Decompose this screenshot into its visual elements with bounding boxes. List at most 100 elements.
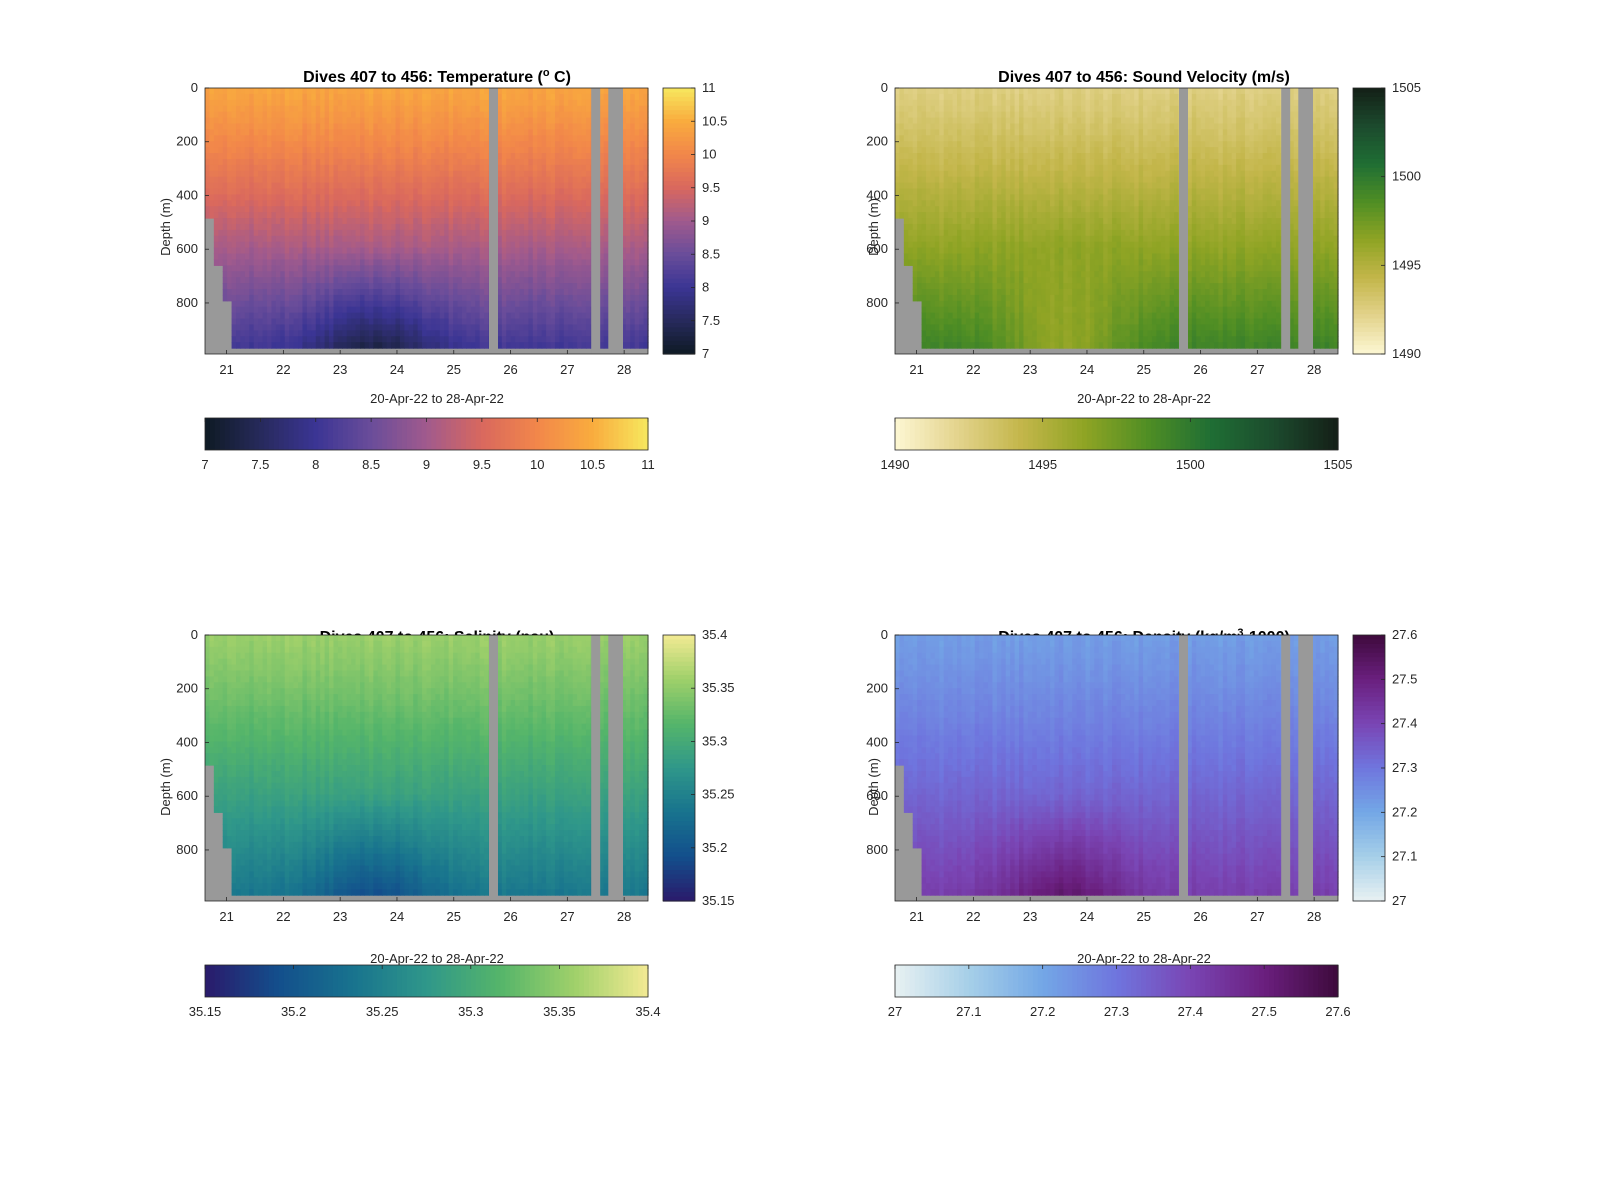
heatmap-cell (298, 153, 304, 160)
heatmap-cell (417, 170, 423, 178)
heatmap-cell (413, 206, 419, 213)
heatmap-cell (930, 342, 936, 349)
heatmap-cell (337, 200, 343, 207)
heatmap-cell (271, 117, 277, 125)
heatmap-cell (346, 300, 352, 308)
heatmap-cell (413, 212, 419, 219)
heatmap-cell (368, 117, 374, 125)
heatmap-cell (258, 235, 264, 243)
heatmap-cell (413, 294, 419, 302)
heatmap-cell (236, 265, 242, 272)
heatmap-cell (948, 117, 954, 125)
heatmap-cell (546, 93, 552, 101)
heatmap-cell (258, 194, 264, 201)
heatmap-cell (346, 176, 352, 184)
heatmap-cell (466, 294, 472, 302)
heatmap-cell (218, 135, 224, 142)
heatmap-cell (448, 265, 454, 272)
heatmap-cell (643, 265, 649, 272)
heatmap-cell (625, 93, 631, 101)
heatmap-cell (275, 229, 281, 237)
heatmap-cell (364, 324, 370, 331)
colorbar-swatch (663, 309, 695, 315)
heatmap-cell (240, 153, 246, 160)
heatmap-cell (364, 123, 370, 130)
heatmap-cell (355, 283, 361, 290)
heatmap-cell (912, 188, 918, 195)
heatmap-cell (461, 129, 467, 136)
heatmap-cell (501, 241, 507, 249)
heatmap-cell (355, 111, 361, 119)
heatmap-cell (497, 212, 503, 219)
heatmap-cell (895, 153, 901, 160)
heatmap-cell (541, 158, 547, 166)
heatmap-cell (546, 123, 552, 130)
heatmap-cell (249, 212, 255, 219)
heatmap-cell (324, 294, 330, 302)
heatmap-cell (271, 265, 277, 272)
heatmap-cell (519, 176, 525, 184)
heatmap-cell (519, 265, 525, 272)
heatmap-cell (484, 129, 490, 136)
heatmap-cell (926, 259, 932, 266)
heatmap-cell (258, 147, 264, 154)
heatmap-cell (231, 99, 237, 107)
heatmap-cell (391, 105, 397, 113)
heatmap-cell (302, 288, 308, 296)
heatmap-cell (939, 182, 945, 190)
heatmap-cell (430, 206, 436, 213)
heatmap-cell (501, 117, 507, 125)
heatmap-cell (413, 235, 419, 243)
heatmap-cell (639, 164, 645, 172)
heatmap-cell (572, 229, 578, 237)
heatmap-cell (926, 206, 932, 213)
heatmap-cell (346, 182, 352, 190)
heatmap-cell (939, 235, 945, 243)
heatmap-cell (939, 318, 945, 326)
heatmap-cell (634, 141, 640, 148)
heatmap-cell (475, 135, 481, 142)
heatmap-cell (355, 247, 361, 255)
heatmap-cell (453, 265, 459, 272)
heatmap-cell (510, 88, 516, 95)
heatmap-cell (568, 342, 574, 349)
heatmap-cell (249, 265, 255, 272)
heatmap-cell (550, 153, 556, 160)
heatmap-cell (484, 188, 490, 195)
heatmap-cell (253, 88, 259, 95)
heatmap-cell (943, 117, 949, 125)
heatmap-cell (298, 141, 304, 148)
heatmap-cell (634, 241, 640, 249)
heatmap-cell (267, 342, 273, 349)
heatmap-cell (315, 206, 321, 213)
colorbar-swatch (283, 418, 290, 450)
heatmap-cell (532, 223, 538, 231)
heatmap-cell (240, 294, 246, 302)
heatmap-cell (554, 153, 560, 160)
heatmap-cell (497, 117, 503, 125)
heatmap-cell (939, 111, 945, 119)
colorbar-tick-label: 10.5 (580, 457, 605, 472)
heatmap-cell (205, 176, 211, 184)
heatmap-cell (368, 229, 374, 237)
heatmap-cell (267, 288, 273, 296)
heatmap-cell (426, 93, 432, 101)
heatmap-cell (271, 283, 277, 290)
heatmap-cell (391, 259, 397, 266)
heatmap-cell (426, 176, 432, 184)
heatmap-cell (377, 300, 383, 308)
heatmap-cell (342, 218, 348, 225)
heatmap-cell (231, 188, 237, 195)
heatmap-cell (258, 218, 264, 225)
heatmap-cell (342, 318, 348, 326)
heatmap-cell (554, 141, 560, 148)
heatmap-cell (391, 123, 397, 130)
heatmap-cell (227, 158, 233, 166)
heatmap-cell (360, 212, 366, 219)
heatmap-cell (209, 194, 215, 201)
heatmap-cell (404, 288, 410, 296)
heatmap-cell (448, 99, 454, 107)
heatmap-cell (630, 235, 636, 243)
heatmap-cell (430, 212, 436, 219)
colorbar-swatch (342, 418, 349, 450)
